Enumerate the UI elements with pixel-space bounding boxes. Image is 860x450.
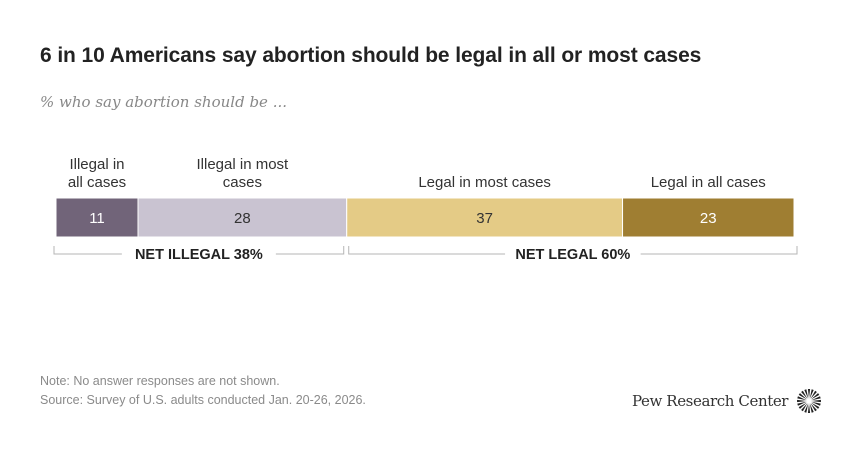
category-label: Illegal in most cases xyxy=(197,156,290,191)
sunburst-ray xyxy=(798,402,808,409)
stacked-bar-chart: Illegal in all cases Illegal in most cases L… xyxy=(53,156,798,263)
sunburst-ray xyxy=(798,393,808,400)
logo-text: Pew Research Center xyxy=(632,392,789,410)
category-label: Illegal in all cases xyxy=(68,156,126,191)
value-label: 28 xyxy=(234,210,251,227)
net-label: NET ILLEGAL 38% xyxy=(135,247,263,263)
net-label: NET LEGAL 60% xyxy=(515,247,630,263)
category-label: Legal in all cases xyxy=(651,174,766,191)
sunburst-ray xyxy=(801,403,808,412)
value-label: 23 xyxy=(700,210,717,227)
category-label: Legal in most cases xyxy=(418,174,551,191)
chart-title: 6 in 10 Americans say abortion should be… xyxy=(40,44,702,67)
sunburst-ray xyxy=(797,396,807,401)
sunburst-ray xyxy=(808,403,811,413)
category-label-line: Illegal in xyxy=(69,156,124,173)
net-bracket-1: NET ILLEGAL 38% xyxy=(53,246,345,263)
sunburst-ray xyxy=(809,389,814,399)
category-label-line: Legal in most cases xyxy=(418,174,551,191)
category-label-line: Legal in all cases xyxy=(651,174,766,191)
bar-segment-4 xyxy=(622,197,795,238)
sunburst-ray xyxy=(811,399,822,403)
chart-source: Source: Survey of U.S. adults conducted … xyxy=(40,393,366,407)
sunburst-ray xyxy=(809,403,814,413)
bracket-right-line xyxy=(275,246,345,255)
category-label-line: Illegal in most xyxy=(197,156,290,173)
sunburst-ray xyxy=(804,403,809,413)
bar-segment-3 xyxy=(346,197,624,238)
sunburst-ray xyxy=(804,389,809,399)
chart-subtitle: % who say abortion should be ... xyxy=(40,93,288,111)
value-label: 11 xyxy=(89,210,105,227)
sunburst-ray xyxy=(797,399,807,403)
sunburst-ray xyxy=(797,401,807,406)
category-label-line: cases xyxy=(223,174,262,191)
sunburst-ray xyxy=(811,401,821,406)
sunburst-ray xyxy=(808,389,811,399)
sunburst-ray xyxy=(810,390,817,399)
bracket-right-line xyxy=(640,246,798,255)
category-labels: Illegal in all cases Illegal in most cases L… xyxy=(68,156,766,191)
net-bracket-2: NET LEGAL 60% xyxy=(348,246,798,263)
chart-note: Note: No answer responses are not shown. xyxy=(40,374,280,388)
sunburst-ray xyxy=(811,393,820,400)
net-brackets: NET ILLEGAL 38% NET LEGAL 60% xyxy=(53,246,798,263)
bar-segments xyxy=(55,197,795,238)
value-label: 37 xyxy=(476,210,493,227)
bar-segment-1 xyxy=(55,197,139,238)
category-label-line: all cases xyxy=(68,174,126,191)
bracket-left-line xyxy=(53,246,122,255)
sunburst-ray xyxy=(801,390,808,399)
sunburst-ray xyxy=(811,402,820,409)
bracket-left-line xyxy=(348,246,506,255)
pew-logo: Pew Research Center xyxy=(632,388,822,414)
sunburst-ray xyxy=(811,396,821,401)
value-labels: 11 28 37 23 xyxy=(89,210,716,227)
sunburst-ray xyxy=(810,403,817,412)
sunburst-logo-icon xyxy=(797,389,822,413)
